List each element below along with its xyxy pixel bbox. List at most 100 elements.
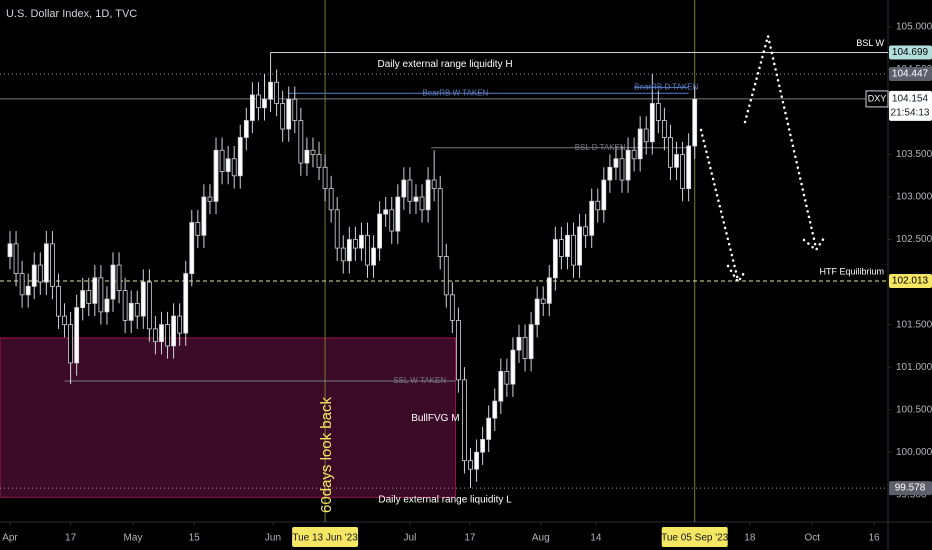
chart-title: U.S. Dollar Index, 1D, TVC: [6, 8, 137, 20]
symbol-box: [865, 90, 889, 108]
price-box: [889, 45, 932, 60]
candle-body: [668, 137, 673, 168]
symbol-label: DXY: [868, 93, 887, 103]
candle-body: [419, 196, 425, 211]
candle-body: [225, 158, 231, 172]
y-tick-label: 101.500: [896, 319, 932, 330]
fvg-label: BullFVG M: [411, 413, 459, 424]
date-marker-box: [292, 527, 359, 547]
countdown-label: 21:54:13: [891, 108, 930, 119]
candle-body: [134, 302, 140, 317]
candle-body: [110, 264, 116, 300]
candle-body: [455, 319, 461, 381]
candle-body: [328, 188, 334, 211]
candle-body: [649, 103, 655, 143]
candle-body: [316, 154, 322, 168]
x-tick-label: 14: [590, 533, 602, 544]
x-tick-label: 18: [744, 533, 756, 544]
candle-body: [486, 417, 492, 440]
candle-body: [237, 137, 243, 177]
candle-body: [322, 166, 328, 189]
candle-body: [13, 243, 19, 274]
y-tick-label: 101.000: [896, 362, 932, 373]
candle-body: [389, 209, 395, 232]
candle-body: [383, 209, 389, 215]
x-tick-label: Jun: [265, 533, 281, 544]
y-tick-label: 102.500: [896, 234, 932, 245]
candle-body: [165, 324, 170, 347]
level-label: Daily external range liquidity L: [378, 495, 512, 506]
candle-body: [431, 179, 437, 189]
y-tick-label: 103.000: [896, 192, 932, 203]
candle-body: [498, 370, 504, 402]
candle-body: [68, 324, 73, 364]
candle-body: [522, 336, 528, 360]
candle-body: [492, 400, 498, 419]
level-tag: BSL W: [856, 38, 884, 48]
candle-body: [80, 290, 86, 309]
candle-body: [589, 200, 595, 236]
candle-body: [98, 277, 104, 313]
price-box: [889, 481, 932, 496]
y-tick-label: 105.000: [896, 22, 932, 33]
candle-body: [268, 81, 273, 100]
level-label: Daily external range liquidity H: [378, 59, 513, 70]
candle-body: [425, 179, 431, 211]
candle-body: [443, 256, 449, 296]
candle-body: [692, 98, 698, 147]
candle-body: [219, 149, 225, 172]
projection-arrowhead: [726, 264, 748, 285]
candle-body: [631, 149, 637, 160]
candle-body: [565, 234, 570, 257]
price-box: [889, 273, 932, 288]
price-box-label: 102.013: [892, 276, 929, 287]
candle-body: [31, 264, 37, 287]
candle-body: [516, 336, 522, 351]
candle-body: [413, 196, 419, 202]
x-tick-label: 16: [869, 533, 881, 544]
candle-body: [286, 98, 292, 130]
candle-body: [546, 277, 552, 304]
candle-body: [86, 290, 92, 304]
candle-body: [474, 451, 479, 470]
projection-up-down: [743, 35, 818, 250]
candle-body: [243, 120, 249, 138]
candle-body: [480, 439, 486, 453]
candle-layer: [7, 52, 698, 488]
candle-body: [43, 243, 49, 283]
level-label: SSL W TAKEN: [393, 376, 446, 385]
y-tick-label: 103.500: [896, 149, 932, 160]
last-price-label: 104.154: [892, 94, 929, 105]
x-tick-label: 17: [65, 533, 77, 544]
candle-body: [674, 154, 679, 168]
candle-body: [74, 307, 80, 364]
candle-body: [213, 149, 219, 202]
candle-body: [37, 264, 43, 283]
candle-body: [207, 196, 213, 202]
x-tick-label: Tue 13 Jun '23: [292, 533, 358, 544]
candle-body: [601, 179, 607, 211]
candle-body: [262, 98, 267, 109]
candle-body: [334, 209, 340, 249]
price-box: [889, 66, 932, 81]
candle-body: [50, 243, 55, 287]
x-tick-label: Apr: [2, 533, 18, 544]
candle-body: [128, 302, 134, 321]
candle-body: [365, 234, 370, 266]
candle-body: [437, 188, 443, 257]
candle-body: [552, 239, 558, 279]
candle-body: [510, 349, 516, 385]
x-tick-label: Jul: [404, 533, 417, 544]
candle-body: [352, 239, 358, 249]
candle-body: [577, 226, 582, 266]
level-label: BearRB W TAKEN: [422, 88, 488, 97]
x-tick-label: Tue 05 Sep '23: [661, 533, 729, 544]
candle-body: [686, 145, 692, 189]
x-tick-label: Oct: [804, 533, 820, 544]
candle-body: [359, 234, 364, 249]
price-box-label: 104.447: [892, 69, 929, 80]
candle-body: [104, 298, 110, 313]
candle-body: [540, 298, 546, 304]
